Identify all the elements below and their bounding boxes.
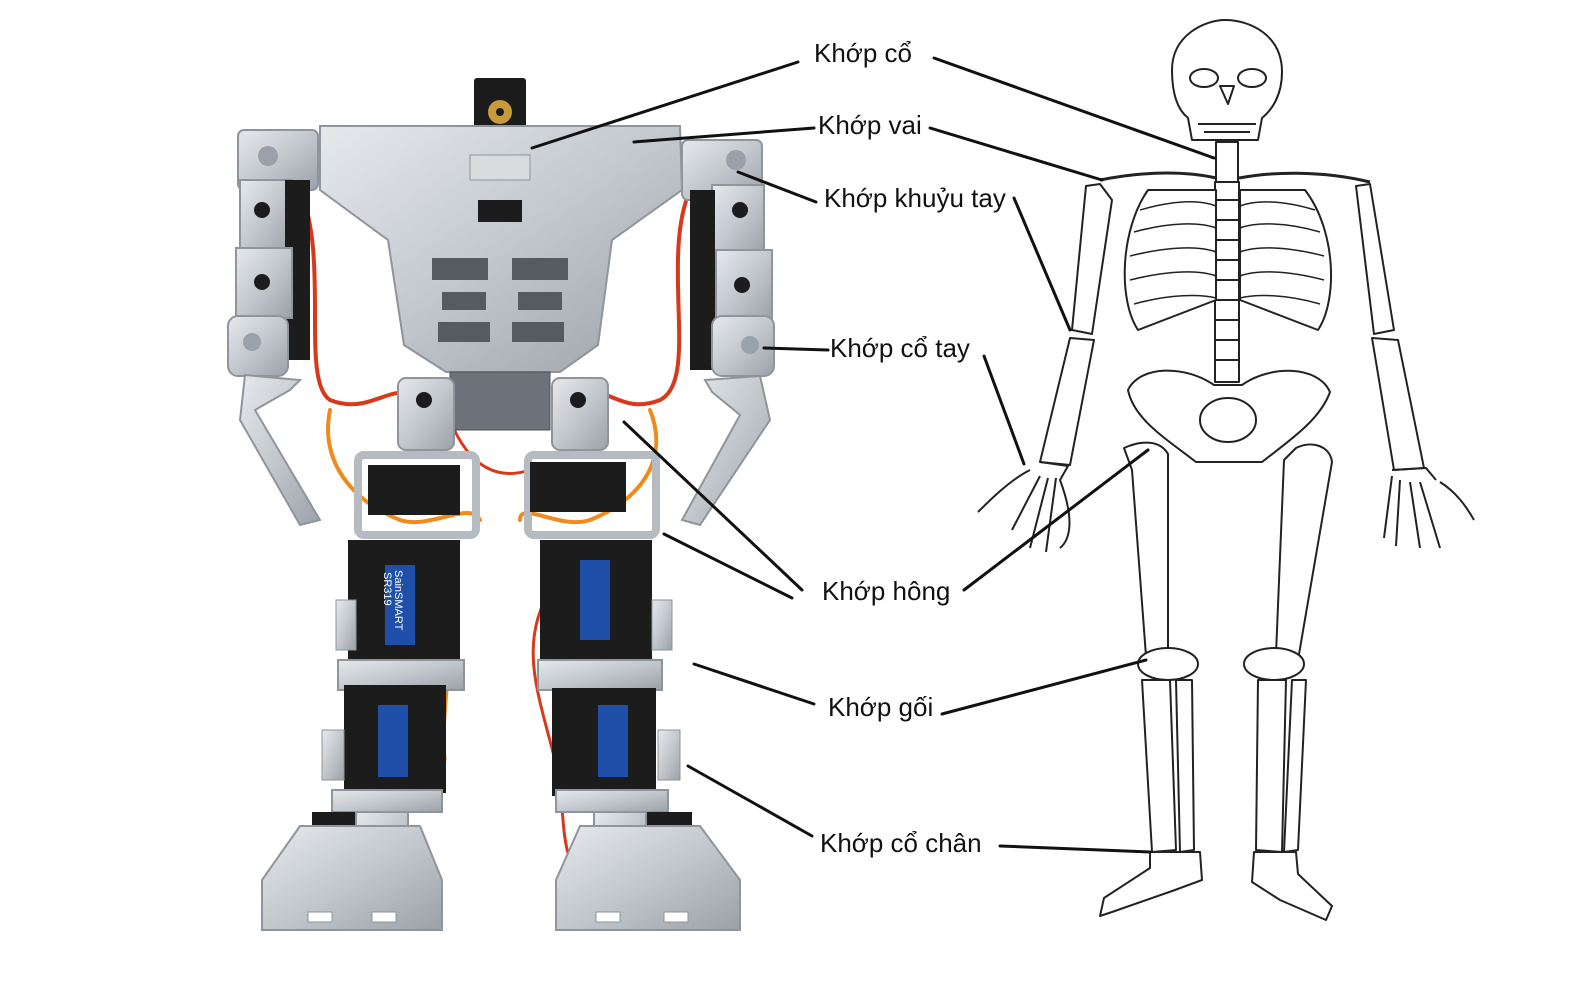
spine — [1214, 141, 1240, 383]
femur-left — [1123, 441, 1169, 657]
label-shoulder-joint: Khớp vai — [818, 110, 922, 140]
leader-ankle-robot — [686, 764, 814, 838]
humanoid-robot-illustration: SainSMART SR319 — [227, 78, 775, 931]
foot-left — [1099, 851, 1203, 917]
label-hip-joint: Khớp hông — [822, 576, 951, 606]
label-wrist-joint: Khớp cổ tay — [830, 333, 970, 363]
pelvis — [1127, 369, 1331, 463]
robot-right-leg — [524, 451, 741, 931]
leader-knee-skeleton — [940, 658, 1148, 716]
humerus-left — [1071, 183, 1113, 335]
knee-left — [1137, 647, 1199, 681]
leader-hip-robot-2 — [662, 532, 794, 600]
servo-brand-text: SainSMART — [392, 570, 404, 631]
leader-wrist-robot — [762, 346, 830, 352]
leader-ankle-skeleton — [998, 844, 1152, 854]
foot-right — [1251, 851, 1333, 921]
leader-wrist-skeleton — [982, 354, 1026, 466]
leader-shoulder-robot — [632, 126, 816, 144]
label-elbow-joint: Khớp khuỷu tay — [824, 183, 1006, 213]
leader-elbow-robot — [736, 170, 818, 204]
robot-right-arm — [680, 139, 775, 527]
skull — [1171, 19, 1283, 141]
leader-hip-skeleton — [962, 448, 1150, 592]
robot-left-arm — [227, 129, 322, 527]
label-neck-joint: Khớp cổ — [814, 38, 912, 68]
leader-neck-skeleton — [932, 56, 1216, 160]
leader-hip-robot-1 — [622, 420, 804, 592]
knee-right — [1243, 647, 1305, 681]
leader-neck-robot — [530, 60, 800, 150]
tibia-left — [1141, 679, 1177, 853]
humerus-right — [1355, 183, 1395, 335]
tibia-right — [1255, 679, 1287, 853]
forearm-right — [1371, 337, 1425, 471]
femur-right — [1275, 443, 1333, 661]
rib-cage-left — [1123, 189, 1217, 331]
leader-elbow-skeleton — [1012, 196, 1072, 332]
servo-model-text: SR319 — [381, 572, 393, 606]
leader-knee-robot — [692, 662, 816, 706]
leader-lines — [530, 56, 1216, 854]
human-skeleton-illustration — [977, 19, 1475, 921]
label-knee-joint: Khớp gối — [828, 692, 934, 722]
leader-shoulder-skeleton — [928, 126, 1104, 182]
rib-cage-right — [1239, 189, 1332, 331]
forearm-left — [1039, 337, 1095, 466]
label-ankle-joint: Khớp cổ chân — [820, 828, 982, 858]
robot-left-leg — [261, 451, 480, 931]
